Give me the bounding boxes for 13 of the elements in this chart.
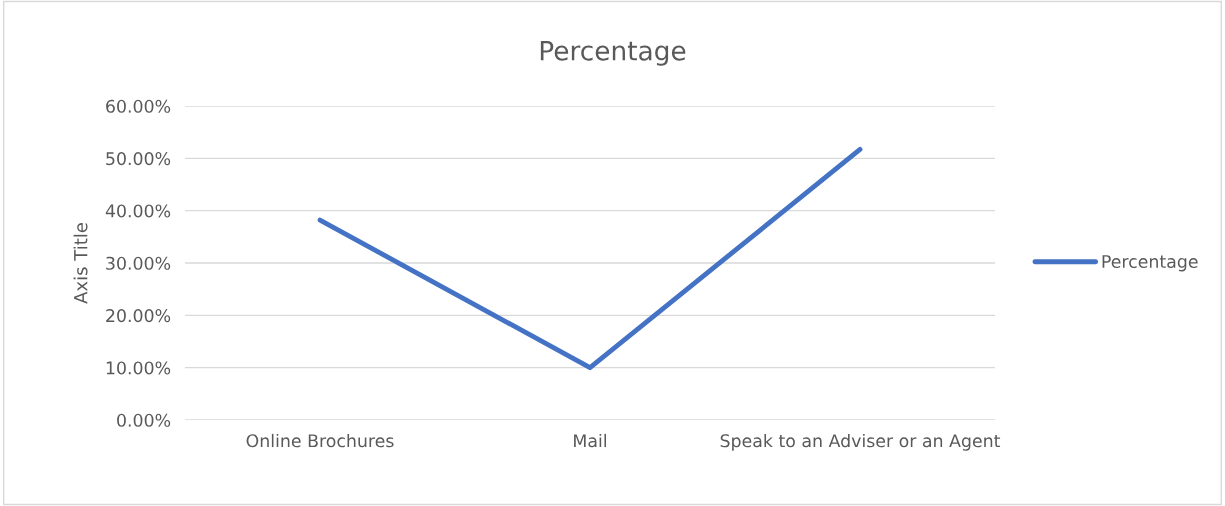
chart-title: Percentage	[540, 41, 686, 66]
y-tick-label: 40.00%	[105, 204, 171, 218]
x-tick-label: Speak to an Adviser or an Agent	[720, 433, 1001, 451]
y-tick-label: 10.00%	[106, 361, 171, 375]
y-tick-label: 0.00%	[117, 413, 171, 427]
legend-label: Percentage	[1102, 255, 1198, 272]
y-tick-label: 30.00%	[106, 256, 171, 270]
y-tick-label: 50.00%	[106, 152, 171, 166]
x-tick-label: Online Brochures	[246, 433, 394, 448]
y-axis-title: Axis Title	[73, 223, 88, 304]
y-tick-label: 20.00%	[106, 309, 171, 323]
x-tick-label: Mail	[574, 433, 606, 448]
y-tick-label: 60.00%	[106, 99, 171, 113]
